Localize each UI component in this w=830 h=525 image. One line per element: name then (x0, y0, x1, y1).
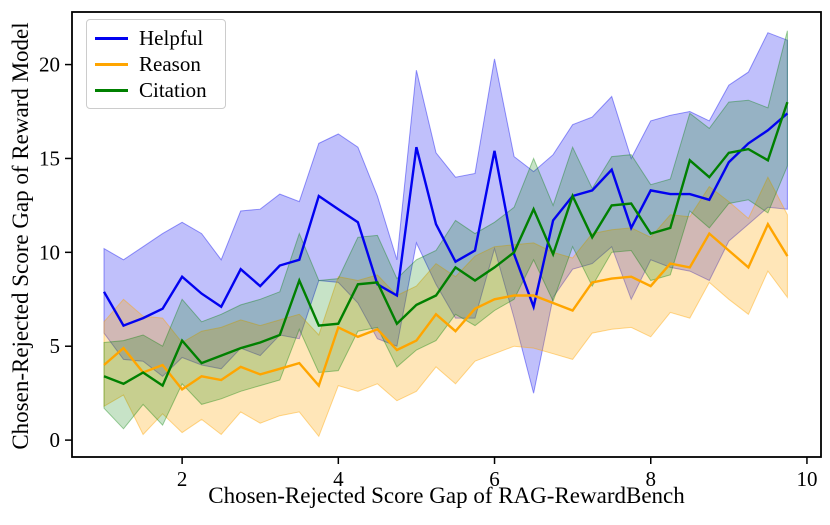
y-tick-label: 15 (39, 146, 60, 170)
legend-label-reason: Reason (139, 51, 201, 76)
series-lines (102, 101, 789, 392)
line-reason (103, 221, 789, 392)
y-tick-label: 10 (39, 240, 60, 264)
band-reason (103, 176, 788, 438)
legend-line-swatch-citation (95, 88, 128, 92)
line-helpful (102, 112, 789, 328)
plot-spines (71, 11, 822, 458)
y-axis-label: Chosen-Rejected Score Gap of Reward Mode… (8, 22, 33, 450)
x-tick-label: 2 (177, 467, 188, 491)
legend-line-swatch-helpful (95, 36, 128, 40)
x-axis-label: Chosen-Rejected Score Gap of RAG-RewardB… (208, 483, 685, 508)
band-helpful (103, 32, 788, 394)
line-citation (103, 101, 789, 388)
y-tick-label: 20 (39, 53, 60, 77)
x-tick-label: 8 (645, 467, 656, 491)
legend-item-helpful: Helpful (95, 25, 217, 51)
x-tick-label: 10 (796, 467, 817, 491)
y-tick-label: 5 (50, 334, 61, 358)
legend-label-citation: Citation (139, 77, 207, 102)
x-tick-label: 4 (333, 467, 344, 491)
axes: 2 4 6 8 10 0 5 10 15 20 (39, 11, 822, 491)
band-citation (103, 30, 788, 430)
legend-line-swatch-reason (95, 62, 128, 66)
confidence-bands (103, 30, 788, 438)
legend-item-citation: Citation (95, 77, 217, 103)
legend-label-helpful: Helpful (139, 25, 204, 50)
legend: Helpful Reason Citation (86, 19, 226, 109)
x-tick-label: 6 (489, 467, 500, 491)
y-tick-label: 0 (50, 428, 61, 452)
legend-item-reason: Reason (95, 51, 217, 77)
